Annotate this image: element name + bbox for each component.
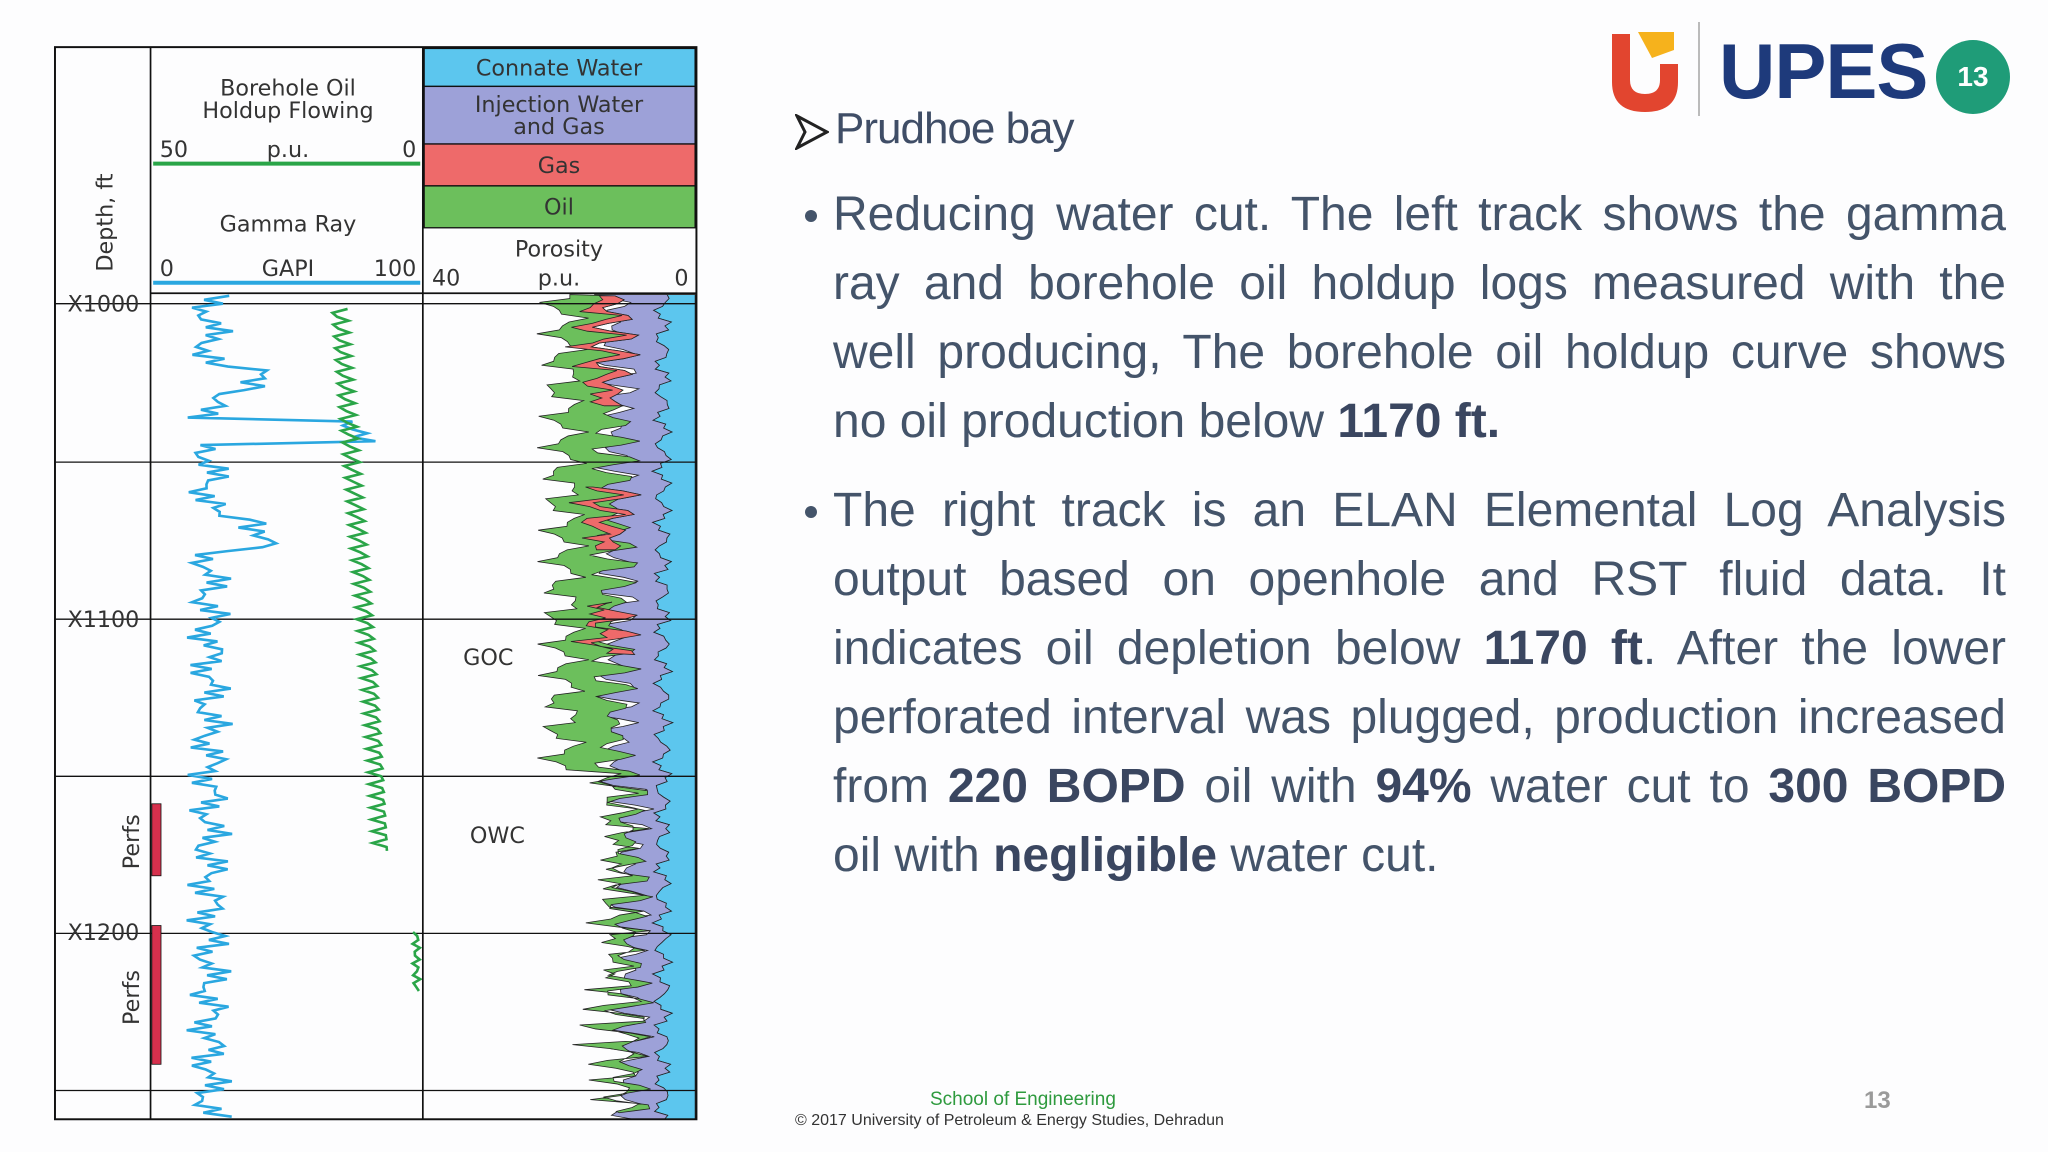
- scale-label: GAPI: [262, 256, 314, 282]
- perfs-label: Perfs: [119, 970, 145, 1025]
- bullet-list: Reducing water cut. The left track shows…: [805, 180, 2006, 910]
- text-run: oil with: [1185, 760, 1376, 813]
- bold-run: 94%: [1375, 760, 1472, 813]
- heading: Prudhoe bay: [835, 104, 1075, 153]
- bold-run: 220 BOPD: [947, 760, 1186, 813]
- scale-label: 100: [374, 256, 416, 282]
- gas-fill: [565, 295, 641, 407]
- legend-label: Oil: [544, 195, 574, 221]
- oil-fill: [536, 294, 654, 1114]
- bold-run: 300 BOPD: [1768, 760, 2006, 813]
- perf-bar: [151, 803, 162, 877]
- elan-fills: [536, 294, 696, 1120]
- arrow-shape: [795, 114, 829, 150]
- legend-box: [423, 85, 696, 145]
- bullet: Reducing water cut. The left track shows…: [805, 180, 2006, 456]
- legend-label: and Gas: [513, 114, 604, 140]
- scale-label: 0: [160, 256, 174, 282]
- track-lines: [54, 303, 697, 1092]
- footer-copyright: © 2017 University of Petroleum & Energy …: [795, 1112, 1224, 1129]
- logo-text: UPES: [1719, 27, 1928, 115]
- scale-label: p.u.: [267, 137, 309, 163]
- scale-label: 0: [674, 265, 688, 291]
- depth-tick: X1000: [67, 292, 139, 318]
- gamma-ray-curve: [186, 294, 376, 1118]
- page-number: 13: [1864, 1087, 1891, 1114]
- log-curves: [186, 294, 423, 1118]
- legend-box: [423, 143, 696, 187]
- scale-label: p.u.: [538, 265, 580, 291]
- scale-label: 50: [160, 137, 188, 163]
- text-run: water cut to: [1471, 760, 1769, 813]
- logo-divider: [1698, 22, 1700, 116]
- gas-fill: [570, 601, 642, 655]
- logo-accent: [1638, 32, 1674, 58]
- contact-label: OWC: [470, 823, 525, 849]
- legend-label: Connate Water: [476, 55, 643, 81]
- track-title: Holdup Flowing: [202, 98, 373, 124]
- depth-tick: X1100: [67, 607, 139, 633]
- depth-tick: X1200: [67, 920, 139, 946]
- text-run: The right track is an ELAN Elemental Log…: [833, 484, 2006, 675]
- scale-label: 40: [432, 265, 460, 291]
- legend-box: [423, 47, 696, 88]
- bullet: The right track is an ELAN Elemental Log…: [805, 476, 2006, 890]
- gas-fill: [568, 486, 642, 551]
- holdup-curve: [329, 307, 389, 852]
- depth-label: Depth, ft: [93, 173, 119, 271]
- perfs-label: Perfs: [119, 814, 145, 869]
- heading-arrow: [795, 114, 829, 150]
- scale-label: 0: [402, 137, 416, 163]
- perf-bar: [151, 925, 162, 1065]
- text-run: water cut.: [1217, 829, 1439, 882]
- track-title: Gamma Ray: [220, 212, 357, 238]
- legend-label: Gas: [538, 153, 580, 179]
- track-title: Borehole Oil: [220, 76, 356, 102]
- text-run: . After the lower perforated interval wa…: [833, 622, 2006, 813]
- text-run: Reducing water cut. The left track shows…: [833, 188, 2006, 448]
- track-title: Porosity: [515, 237, 603, 263]
- page-badge: 13: [1936, 40, 2010, 114]
- legend-label: Injection Water: [475, 92, 644, 118]
- bold-run: 1170 ft.: [1337, 395, 1501, 448]
- contact-label: GOC: [463, 645, 513, 671]
- frame: [53, 46, 698, 1121]
- footer-school: School of Engineering: [930, 1089, 1116, 1110]
- bold-run: 1170 ft: [1483, 622, 1643, 675]
- legend-box: [423, 185, 696, 229]
- text-run: oil with: [833, 829, 994, 882]
- logo-u: [1612, 34, 1678, 112]
- logo-icon: [1612, 32, 1678, 112]
- bold-run: negligible: [993, 829, 1218, 882]
- holdup-curve: [409, 931, 423, 992]
